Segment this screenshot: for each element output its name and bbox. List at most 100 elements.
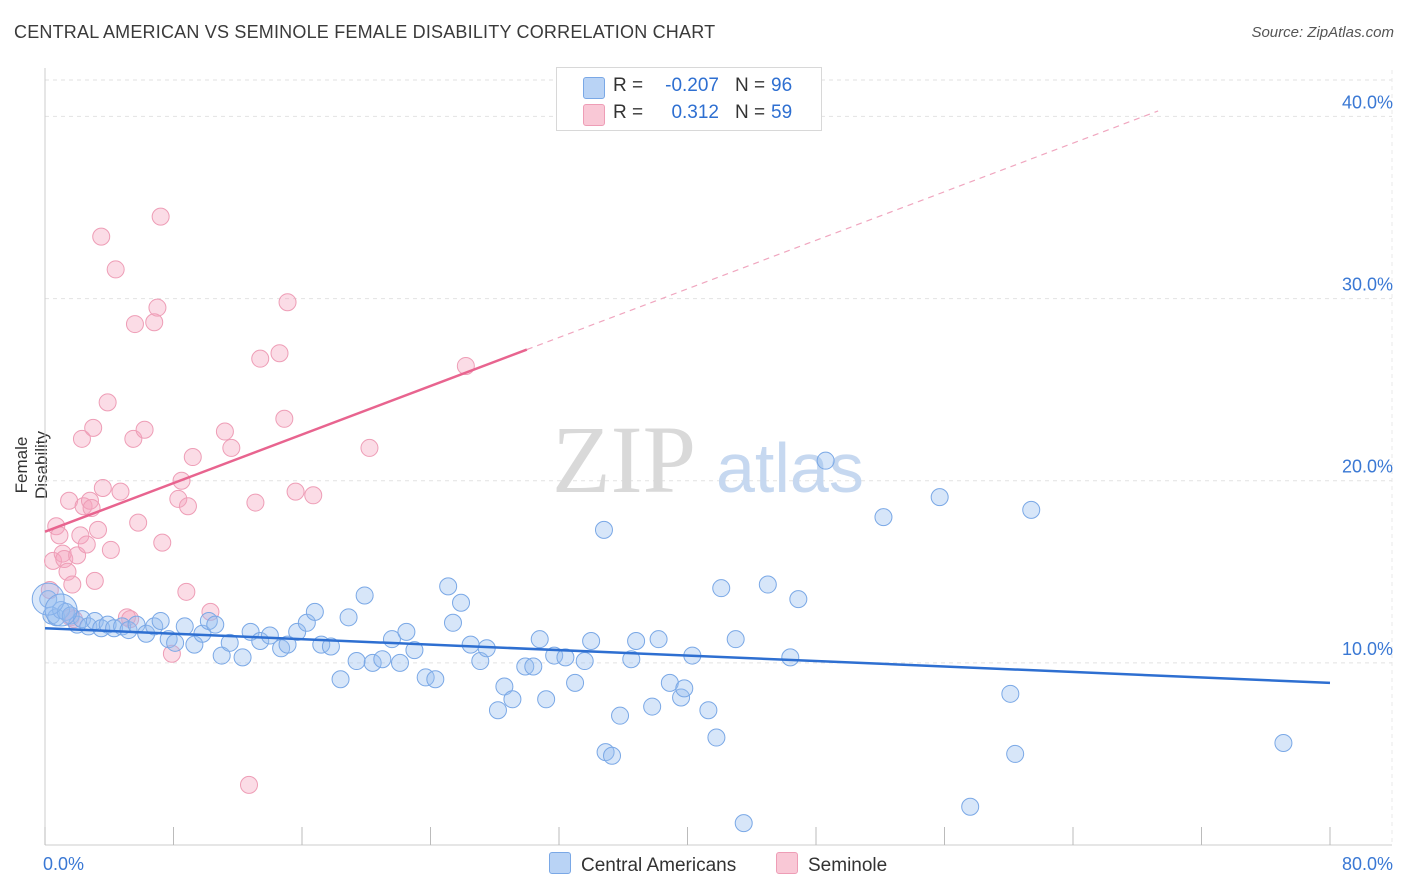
data-point-seminole: [169, 489, 188, 508]
data-point-central-americans: [1022, 500, 1041, 519]
data-point-seminole: [135, 420, 154, 439]
data-point-seminole: [148, 298, 167, 317]
data-point-central-americans: [627, 632, 646, 650]
legend-row-central-americans: R = -0.207 N = 96: [557, 74, 821, 102]
y-tick-label: 40.0%: [1342, 92, 1393, 112]
data-point-central-americans: [278, 635, 297, 654]
data-point-central-americans: [461, 635, 480, 654]
data-point-central-americans: [603, 746, 622, 765]
data-point-seminole: [89, 520, 108, 539]
data-point-central-americans: [816, 451, 835, 470]
y-tick-label: 20.0%: [1342, 457, 1393, 477]
data-point-central-americans: [537, 690, 556, 709]
data-point-central-americans: [452, 593, 471, 612]
legend-swatch-pink: [583, 104, 605, 126]
data-point-central-americans: [288, 622, 307, 641]
data-point-central-americans: [443, 613, 462, 632]
data-point-seminole: [360, 438, 379, 457]
data-point-central-americans: [206, 615, 225, 634]
data-point-seminole: [106, 260, 125, 279]
data-point-seminole: [44, 551, 63, 570]
data-point-central-americans: [1006, 744, 1025, 763]
trend-line-seminole: [44, 348, 528, 533]
data-point-seminole: [101, 540, 120, 559]
data-point-central-americans: [594, 520, 613, 539]
data-point-seminole: [145, 313, 164, 332]
gridlines: [45, 70, 1393, 845]
data-point-central-americans: [439, 577, 458, 596]
legend-row-seminole: R = 0.312 N = 59: [557, 101, 821, 129]
watermark-zip: ZIP: [552, 406, 696, 513]
data-point-seminole: [63, 575, 82, 594]
legend-n-label: N =: [735, 75, 766, 96]
data-point-central-americans: [1001, 684, 1020, 703]
data-point-central-americans: [575, 652, 594, 671]
data-point-seminole: [251, 349, 270, 368]
data-point-seminole: [183, 448, 202, 467]
data-point-central-americans: [582, 632, 601, 650]
data-point-central-americans: [355, 586, 374, 605]
data-point-central-americans: [488, 701, 507, 720]
data-point-central-americans: [611, 706, 630, 725]
data-point-central-americans: [556, 648, 575, 667]
data-point-central-americans: [220, 633, 239, 652]
data-point-central-americans: [675, 679, 694, 698]
data-point-seminole: [239, 775, 258, 794]
trend-line-central-americans: [44, 627, 1331, 685]
data-point-central-americans-large: [44, 593, 78, 627]
y-tick-label: 10.0%: [1342, 639, 1393, 659]
data-point-central-americans: [495, 677, 514, 696]
legend-r-label: R =: [613, 75, 644, 96]
data-point-central-americans: [726, 630, 745, 649]
data-point-central-americans: [789, 590, 808, 609]
data-point-central-americans: [233, 648, 252, 667]
source-label: Source: ZipAtlas.com: [1251, 24, 1394, 41]
data-point-central-americans: [405, 641, 424, 660]
legend-n-value: 96: [771, 75, 793, 96]
data-point-seminole: [125, 315, 144, 334]
data-point-central-americans: [707, 728, 726, 747]
data-point-seminole: [286, 482, 305, 501]
data-point-seminole: [93, 479, 112, 497]
chart-title: CENTRAL AMERICAN VS SEMINOLE FEMALE DISA…: [14, 22, 716, 42]
data-point-central-americans: [175, 617, 194, 636]
data-point-central-americans: [305, 602, 324, 621]
trend-lines: [44, 110, 1331, 685]
data-point-central-americans: [874, 508, 893, 527]
data-point-seminole: [111, 482, 130, 501]
watermark-atlas: atlas: [716, 429, 864, 507]
x-tick-label: 80.0%: [1342, 854, 1393, 874]
data-point-central-americans: [758, 575, 777, 594]
data-point-central-americans: [166, 633, 185, 652]
data-point-central-americans: [530, 630, 549, 649]
y-tick-label: 30.0%: [1342, 275, 1393, 295]
legend-r-label: R =: [613, 102, 644, 123]
legend-swatch-blue: [583, 77, 605, 99]
data-point-seminole: [304, 486, 323, 505]
data-point-central-americans: [930, 488, 949, 507]
data-point-seminole: [72, 429, 91, 448]
data-point-central-americans: [503, 690, 522, 709]
data-point-central-americans: [373, 650, 392, 669]
legend-r-value: -0.207: [665, 75, 719, 96]
bottom-legend-seminole: Seminole: [776, 852, 887, 877]
data-point-seminole: [215, 422, 234, 441]
data-point-seminole: [275, 409, 294, 428]
data-point-seminole: [222, 438, 241, 457]
trend-line-seminole-extension: [526, 110, 1159, 351]
tick-labels: 10.0% 20.0% 30.0% 40.0% 0.0% 80.0%: [43, 92, 1393, 874]
data-point-central-americans: [1274, 734, 1293, 752]
data-point-seminole: [278, 293, 297, 312]
data-point-seminole: [129, 513, 148, 532]
data-point-seminole: [80, 491, 99, 510]
data-point-seminole: [71, 526, 90, 545]
data-point-central-americans: [622, 650, 641, 669]
data-point-central-americans: [566, 673, 585, 692]
correlation-legend: R = -0.207 N = 96 R = 0.312 N = 59: [556, 67, 822, 131]
data-point-central-americans: [734, 814, 753, 833]
data-point-central-americans: [339, 608, 358, 627]
seminole-points: [40, 207, 475, 794]
bottom-legend-swatch-pink: [776, 852, 798, 874]
data-point-central-americans: [643, 697, 662, 716]
data-point-central-americans: [524, 657, 543, 676]
